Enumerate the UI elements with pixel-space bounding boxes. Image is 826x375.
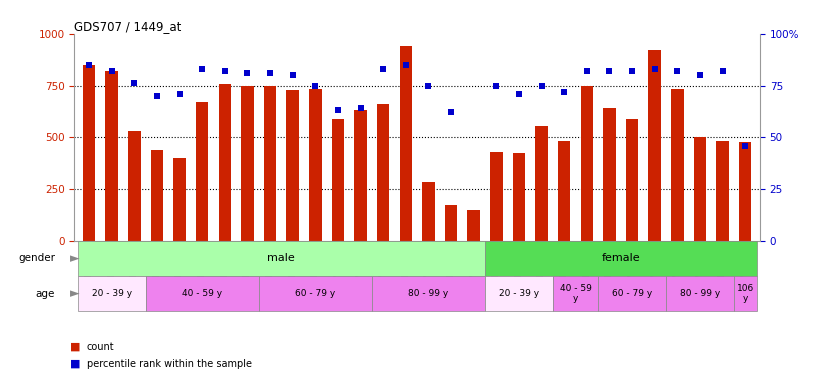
- Bar: [78, 276, 145, 311]
- Bar: [490, 152, 502, 241]
- Bar: [513, 153, 525, 241]
- Text: gender: gender: [18, 254, 55, 264]
- Bar: [598, 276, 666, 311]
- Text: count: count: [87, 342, 114, 352]
- Text: 80 - 99 y: 80 - 99 y: [408, 289, 449, 298]
- Bar: [400, 46, 412, 241]
- Bar: [145, 276, 259, 311]
- Bar: [83, 65, 95, 241]
- Text: 40 - 59
y: 40 - 59 y: [559, 284, 591, 303]
- Bar: [716, 141, 729, 241]
- Text: 80 - 99 y: 80 - 99 y: [680, 289, 720, 298]
- Bar: [485, 276, 553, 311]
- Bar: [535, 126, 548, 241]
- Text: ►: ►: [70, 287, 80, 300]
- Bar: [372, 276, 485, 311]
- Text: 40 - 59 y: 40 - 59 y: [182, 289, 222, 298]
- Text: age: age: [36, 289, 55, 298]
- Bar: [263, 86, 276, 241]
- Bar: [354, 110, 367, 241]
- Bar: [733, 276, 757, 311]
- Bar: [445, 205, 458, 241]
- Text: 20 - 39 y: 20 - 39 y: [92, 289, 131, 298]
- Bar: [196, 102, 208, 241]
- Bar: [309, 88, 321, 241]
- Text: 60 - 79 y: 60 - 79 y: [295, 289, 335, 298]
- Bar: [581, 86, 593, 241]
- Bar: [150, 150, 164, 241]
- Bar: [128, 131, 140, 241]
- Bar: [694, 137, 706, 241]
- Bar: [648, 50, 661, 241]
- Text: 106
y: 106 y: [737, 284, 754, 303]
- Text: ■: ■: [70, 342, 81, 352]
- Text: percentile rank within the sample: percentile rank within the sample: [87, 359, 252, 369]
- Bar: [106, 71, 118, 241]
- Text: ►: ►: [70, 252, 80, 265]
- Bar: [332, 118, 344, 241]
- Bar: [739, 142, 752, 241]
- Bar: [241, 86, 254, 241]
- Bar: [666, 276, 733, 311]
- Bar: [468, 210, 480, 241]
- Bar: [377, 104, 389, 241]
- Text: GDS707 / 1449_at: GDS707 / 1449_at: [74, 20, 182, 33]
- Text: 60 - 79 y: 60 - 79 y: [612, 289, 653, 298]
- Bar: [422, 182, 434, 241]
- Bar: [626, 118, 638, 241]
- Bar: [553, 276, 598, 311]
- Bar: [485, 241, 757, 276]
- Text: ■: ■: [70, 359, 81, 369]
- Bar: [287, 90, 299, 241]
- Bar: [671, 88, 684, 241]
- Bar: [78, 241, 485, 276]
- Text: 20 - 39 y: 20 - 39 y: [499, 289, 539, 298]
- Bar: [603, 108, 615, 241]
- Bar: [219, 84, 231, 241]
- Bar: [259, 276, 372, 311]
- Bar: [558, 141, 571, 241]
- Bar: [173, 158, 186, 241]
- Text: female: female: [601, 254, 640, 264]
- Text: male: male: [268, 254, 295, 264]
